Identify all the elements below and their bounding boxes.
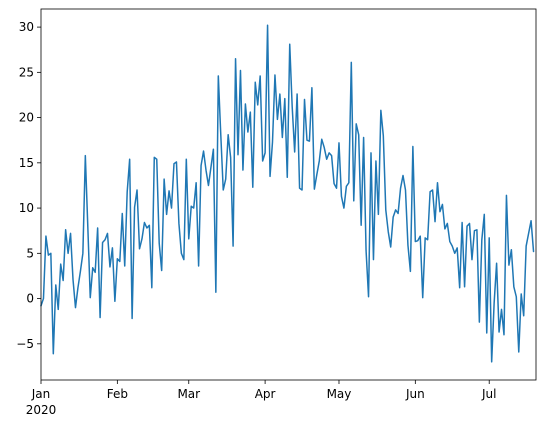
y-tick-label: −5 bbox=[16, 337, 34, 351]
y-tick-label: 15 bbox=[19, 156, 34, 170]
x-axis: Jan 2020 Feb Mar Apr May Jun Jul bbox=[26, 380, 496, 417]
x-tick-label: Apr bbox=[255, 387, 276, 401]
y-tick-label: 0 bbox=[26, 292, 34, 306]
x-tick-label: Jan bbox=[31, 387, 51, 401]
series-layer bbox=[40, 24, 535, 363]
x-tick-label: Feb bbox=[107, 387, 128, 401]
x-tick-label: May bbox=[327, 387, 352, 401]
x-tick-label: Jun bbox=[405, 387, 425, 401]
y-tick-label: 10 bbox=[19, 201, 34, 215]
series-line-0 bbox=[40, 24, 535, 363]
axes-frame bbox=[40, 8, 537, 381]
y-tick-label: 30 bbox=[19, 20, 34, 34]
y-tick-label: 5 bbox=[26, 246, 34, 260]
x-tick-label: Jul bbox=[481, 387, 496, 401]
y-tick-label: 20 bbox=[19, 111, 34, 125]
y-axis: −5 0 5 10 15 20 25 30 bbox=[16, 20, 41, 351]
x-tick-label: Mar bbox=[177, 387, 200, 401]
x-tick-sublabel: 2020 bbox=[26, 403, 57, 417]
y-tick-label: 25 bbox=[19, 65, 34, 79]
